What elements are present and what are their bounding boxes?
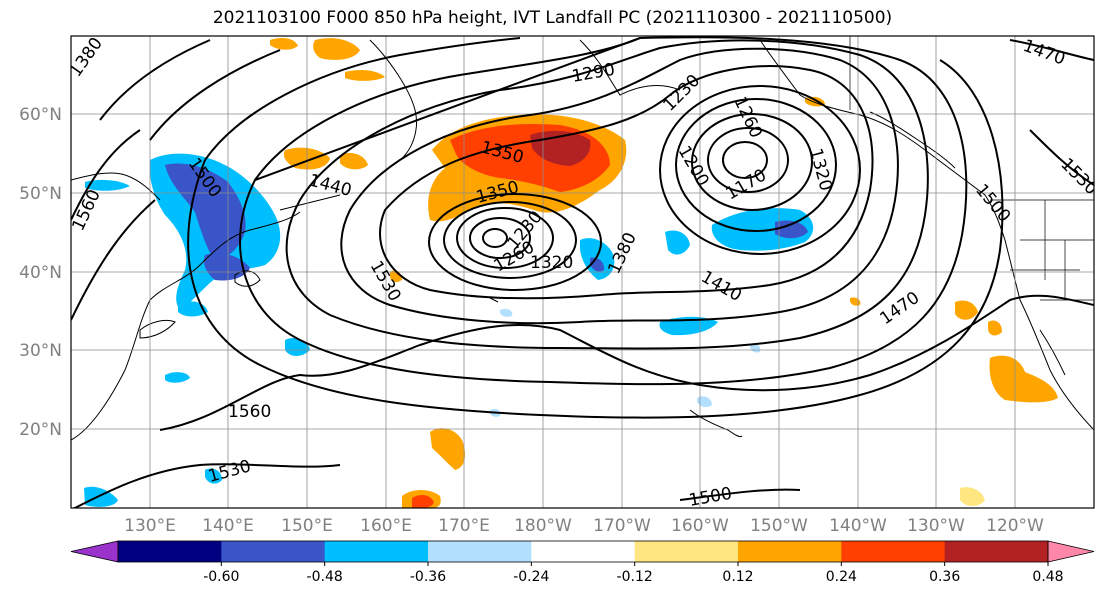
ivt-fill-pos [960,487,985,506]
ivt-fill-neg [711,208,814,251]
lat-label: 20°N [19,420,62,440]
ivt-fill-neg [84,486,118,507]
colorbar-extend-max [1047,540,1095,563]
contour-label: 1560 [228,402,271,422]
ivt-fill-pos [430,428,466,470]
ivt-fill-neg [205,468,222,484]
ivt-fill-pos [340,153,368,170]
graticule [71,36,1094,508]
lon-label: 150°E [281,516,333,536]
colorbar-segment [531,541,636,562]
map-frame [70,35,1095,509]
ivt-fill-pos [989,355,1058,403]
lon-label: 140°W [829,516,887,536]
height-contours [71,36,1094,508]
ivt-fill-neg [85,179,130,191]
colorbar-tick-label: 0.24 [826,569,857,585]
colorbar-segment [221,541,326,562]
colorbar-segment [841,541,946,562]
ivt-fill-pos [412,494,434,508]
ivt-fill-neg [775,220,808,239]
lon-label: 160°W [671,516,729,536]
lat-label: 40°N [19,263,62,283]
lon-label: 130°E [124,516,176,536]
colorbar-tick-label: -0.12 [617,569,653,585]
lon-label: 160°E [360,516,412,536]
colorbar-segment [324,541,429,562]
lon-label: 120°W [986,516,1044,536]
ivt-fill-pos [345,69,385,81]
ivt-fill-neg [203,253,250,281]
lon-label: 180°W [514,516,572,536]
longitude-labels: 130°E 140°E 150°E 160°E 170°E 180°W 170°… [124,516,1044,536]
colorbar-segment [634,541,739,562]
colorbar-border [117,540,1049,563]
ivt-fill-pos [313,38,360,60]
latitude-labels: 60°N 50°N 40°N 30°N 20°N [19,105,62,440]
colorbar [70,540,1095,563]
ivt-fill-neg [165,372,190,383]
lat-label: 50°N [19,184,62,204]
lat-label: 30°N [19,341,62,361]
lon-label: 170°E [438,516,490,536]
colorbar-ticks: -0.60 -0.48 -0.36 -0.24 -0.12 0.12 0.24 0.36 0.4… [203,562,1064,585]
colorbar-tick-label: 0.12 [722,569,753,585]
ivt-fill-neg [165,163,246,262]
lon-label: 150°W [750,516,808,536]
colorbar-extend-min [70,540,119,563]
ivt-fill-pos [988,320,1002,336]
lat-label: 60°N [19,105,62,125]
ivt-fill-pos [270,38,298,50]
colorbar-tick-label: 0.36 [929,569,960,585]
colorbar-segment [118,541,222,562]
ivt-fill-neg [665,230,690,255]
lon-label: 130°W [907,516,965,536]
colorbar-tick-label: -0.36 [410,569,446,585]
lon-label: 140°E [202,516,254,536]
ivt-fill-pos [955,300,978,320]
contour-label: 1320 [530,253,573,273]
colorbar-segment [738,541,842,562]
ivt-fill-neg [500,308,513,317]
colorbar-tick-label: 0.48 [1032,569,1063,585]
ivt-fill-neg [697,396,712,408]
ivt-positive-fills [270,38,1058,508]
colorbar-segment [944,541,1049,562]
colorbar-tick-label: -0.60 [203,569,239,585]
map-title: 2021103100 F000 850 hPa height, IVT Land… [212,8,893,28]
colorbar-tick-label: -0.48 [307,569,343,585]
colorbar-segment [428,541,532,562]
lon-label: 170°W [593,516,651,536]
ivt-fill-neg [659,316,718,336]
colorbar-tick-label: -0.24 [513,569,549,585]
